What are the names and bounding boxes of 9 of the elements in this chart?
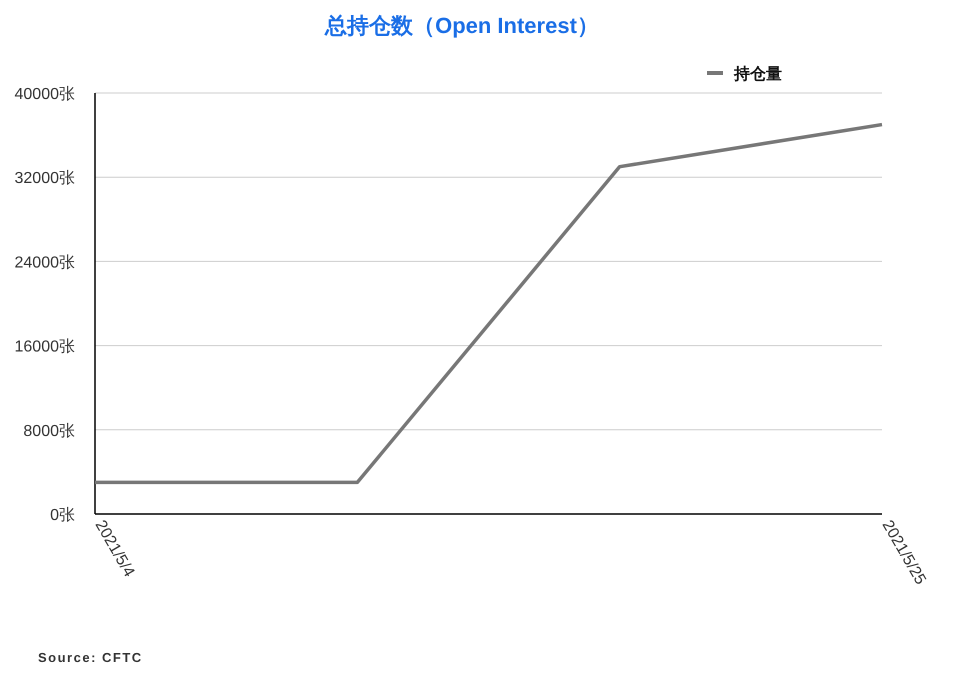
y-tick-label: 8000张 bbox=[23, 422, 75, 440]
legend-label: 持仓量 bbox=[733, 65, 782, 83]
y-tick-label: 16000张 bbox=[14, 338, 75, 356]
y-tick-label: 0张 bbox=[50, 506, 75, 524]
y-tick-label: 24000张 bbox=[14, 253, 75, 272]
chart-title: 总持仓数（Open Interest） bbox=[324, 13, 599, 38]
y-tick-label: 40000张 bbox=[14, 85, 75, 103]
source-note: Source: CFTC bbox=[38, 650, 143, 665]
y-tick-label: 32000张 bbox=[14, 169, 75, 188]
